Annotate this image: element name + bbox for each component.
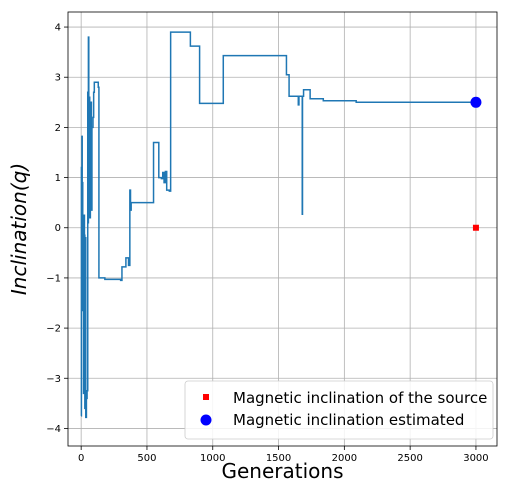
y-tick-label: 4 bbox=[55, 23, 61, 34]
x-tick-label: 1000 bbox=[200, 453, 225, 464]
x-tick-label: 2000 bbox=[332, 453, 357, 464]
legend-entry-estimated: Magnetic inclination estimated bbox=[233, 411, 464, 429]
y-tick-label: 2 bbox=[55, 123, 61, 134]
legend-marker-estimated bbox=[200, 414, 212, 426]
x-tick-label: 500 bbox=[137, 453, 156, 464]
legend: Magnetic inclination of the source Magne… bbox=[184, 380, 494, 440]
x-tick-label: 1500 bbox=[266, 453, 291, 464]
y-tick-label: 1 bbox=[55, 173, 61, 184]
y-tick-label: −4 bbox=[46, 424, 61, 435]
y-tick-label: 0 bbox=[55, 223, 61, 234]
plot-frame bbox=[67, 11, 498, 447]
legend-entry-source: Magnetic inclination of the source bbox=[233, 389, 487, 407]
y-tick-label: 3 bbox=[55, 73, 61, 84]
legend-marker-source bbox=[203, 394, 209, 400]
grid bbox=[68, 12, 497, 446]
x-tick-label: 2500 bbox=[397, 453, 422, 464]
estimated-inclination-point bbox=[470, 96, 482, 108]
inclination-trace-line bbox=[80, 31, 476, 419]
y-tick-label: −1 bbox=[46, 273, 61, 284]
legend-box bbox=[184, 380, 494, 440]
x-axis-label: Generations bbox=[222, 459, 344, 483]
source-inclination-point bbox=[472, 224, 479, 231]
ticks: 0 500 1000 1500 2000 2500 3000 −4 −3 −2 −1 0 1 2 3 4 bbox=[46, 23, 488, 464]
y-tick-label: −3 bbox=[46, 374, 61, 385]
x-tick-label: 3000 bbox=[463, 453, 488, 464]
y-tick-label: −2 bbox=[46, 324, 61, 335]
x-tick-label: 0 bbox=[78, 453, 84, 464]
series-layer bbox=[80, 31, 482, 419]
y-axis-label: Inclination(q) bbox=[7, 163, 31, 295]
